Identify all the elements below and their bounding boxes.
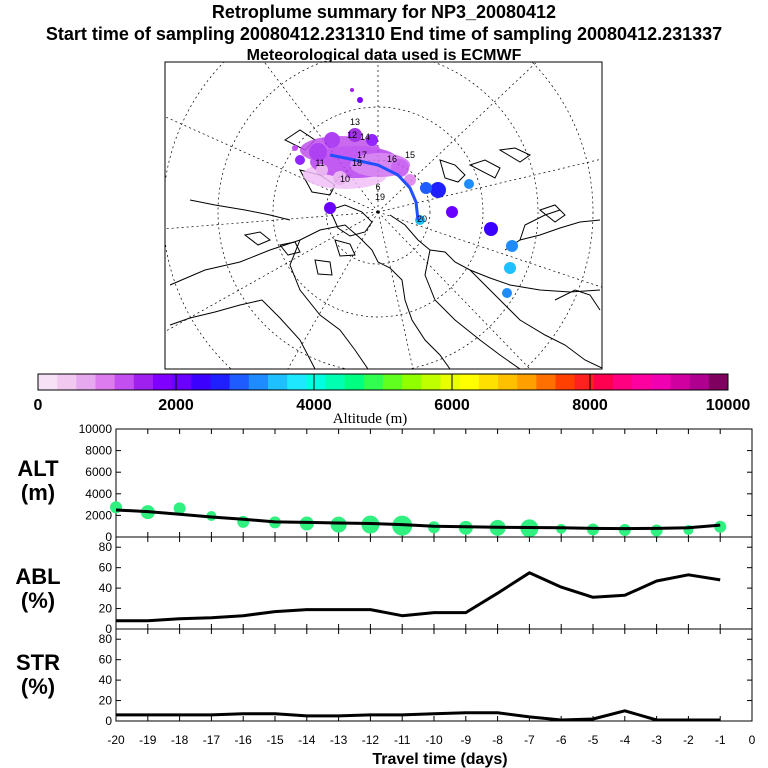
x-tick-label: -14	[298, 733, 316, 747]
x-tick-label: -10	[425, 733, 443, 747]
x-tick-label: -16	[235, 733, 253, 747]
x-tick-label: -9	[460, 733, 471, 747]
alt-marker	[330, 516, 347, 533]
y-tick-label: 20	[99, 694, 113, 708]
abl-panel: 0 20 40 60 80	[99, 536, 753, 636]
x-tick-label: -2	[683, 733, 694, 747]
alt-unit-label: (m)	[21, 480, 55, 505]
str-unit-label: (%)	[21, 674, 55, 699]
y-tick-label: 40	[99, 673, 113, 687]
panel-side-labels: ALT (m) ABL (%) STR (%)	[15, 456, 60, 699]
sampling-time-line: Start time of sampling 20080412.231310 E…	[45, 24, 723, 44]
alt-marker	[173, 502, 186, 515]
alt-marker	[714, 520, 727, 533]
x-tick-label: -13	[330, 733, 348, 747]
x-axis-label: Travel time (days)	[372, 751, 507, 768]
series-line	[115, 508, 721, 531]
x-tick-label: 0	[749, 733, 756, 747]
x-tick-label: -12	[362, 733, 380, 747]
x-tick-label: -3	[651, 733, 662, 747]
y-tick-label: 0	[105, 530, 112, 544]
x-tick-label: -15	[266, 733, 284, 747]
panel-frame	[115, 628, 753, 722]
x-tick-label: -7	[524, 733, 535, 747]
alt-panel: 0 2000 4000 6000 8000 10000	[79, 422, 753, 544]
x-tick-label: -20	[107, 733, 125, 747]
x-tick-label: -6	[556, 733, 567, 747]
alt-label: ALT	[17, 456, 59, 481]
x-tick-label: -19	[139, 733, 157, 747]
y-tick-label: 10000	[79, 422, 113, 436]
x-tick-label: -4	[619, 733, 630, 747]
y-tick-label: 0	[105, 714, 112, 728]
x-tick-label: -1	[715, 733, 726, 747]
meteorological-data-line: Meteorological data used is ECMWF	[246, 47, 522, 64]
abl-label: ABL	[15, 564, 60, 589]
abl-unit-label: (%)	[21, 588, 55, 613]
str-label: STR	[16, 650, 60, 675]
y-tick-label: 60	[99, 561, 113, 575]
y-tick-label: 0	[105, 622, 112, 636]
x-tick-label: -8	[492, 733, 503, 747]
series-line	[116, 709, 721, 722]
y-tick-label: 6000	[85, 465, 112, 479]
x-tick-label: -17	[203, 733, 221, 747]
y-tick-label: 80	[99, 540, 113, 554]
y-tick-label: 40	[99, 581, 113, 595]
x-tick-label: -5	[588, 733, 599, 747]
alt-marker	[650, 524, 663, 537]
x-tick-label: -11	[394, 733, 411, 747]
y-tick-label: 8000	[85, 444, 112, 458]
y-tick-label: 80	[99, 632, 113, 646]
y-tick-label: 4000	[85, 487, 112, 501]
y-tick-label: 20	[99, 602, 113, 616]
y-tick-label: 60	[99, 653, 113, 667]
x-tick-label: -18	[171, 733, 189, 747]
chart-title: Retroplume summary for NP3_20080412	[211, 2, 557, 22]
str-panel: 0 20 40 60 80	[99, 628, 753, 728]
panel-frame	[115, 536, 753, 630]
x-axis: -20 -19 -18 -17 -16 -15 -14 -13 -12 -11 -10 -9 -8 -7-…	[107, 733, 755, 747]
y-tick-label: 2000	[85, 508, 112, 522]
series-line	[116, 571, 721, 623]
